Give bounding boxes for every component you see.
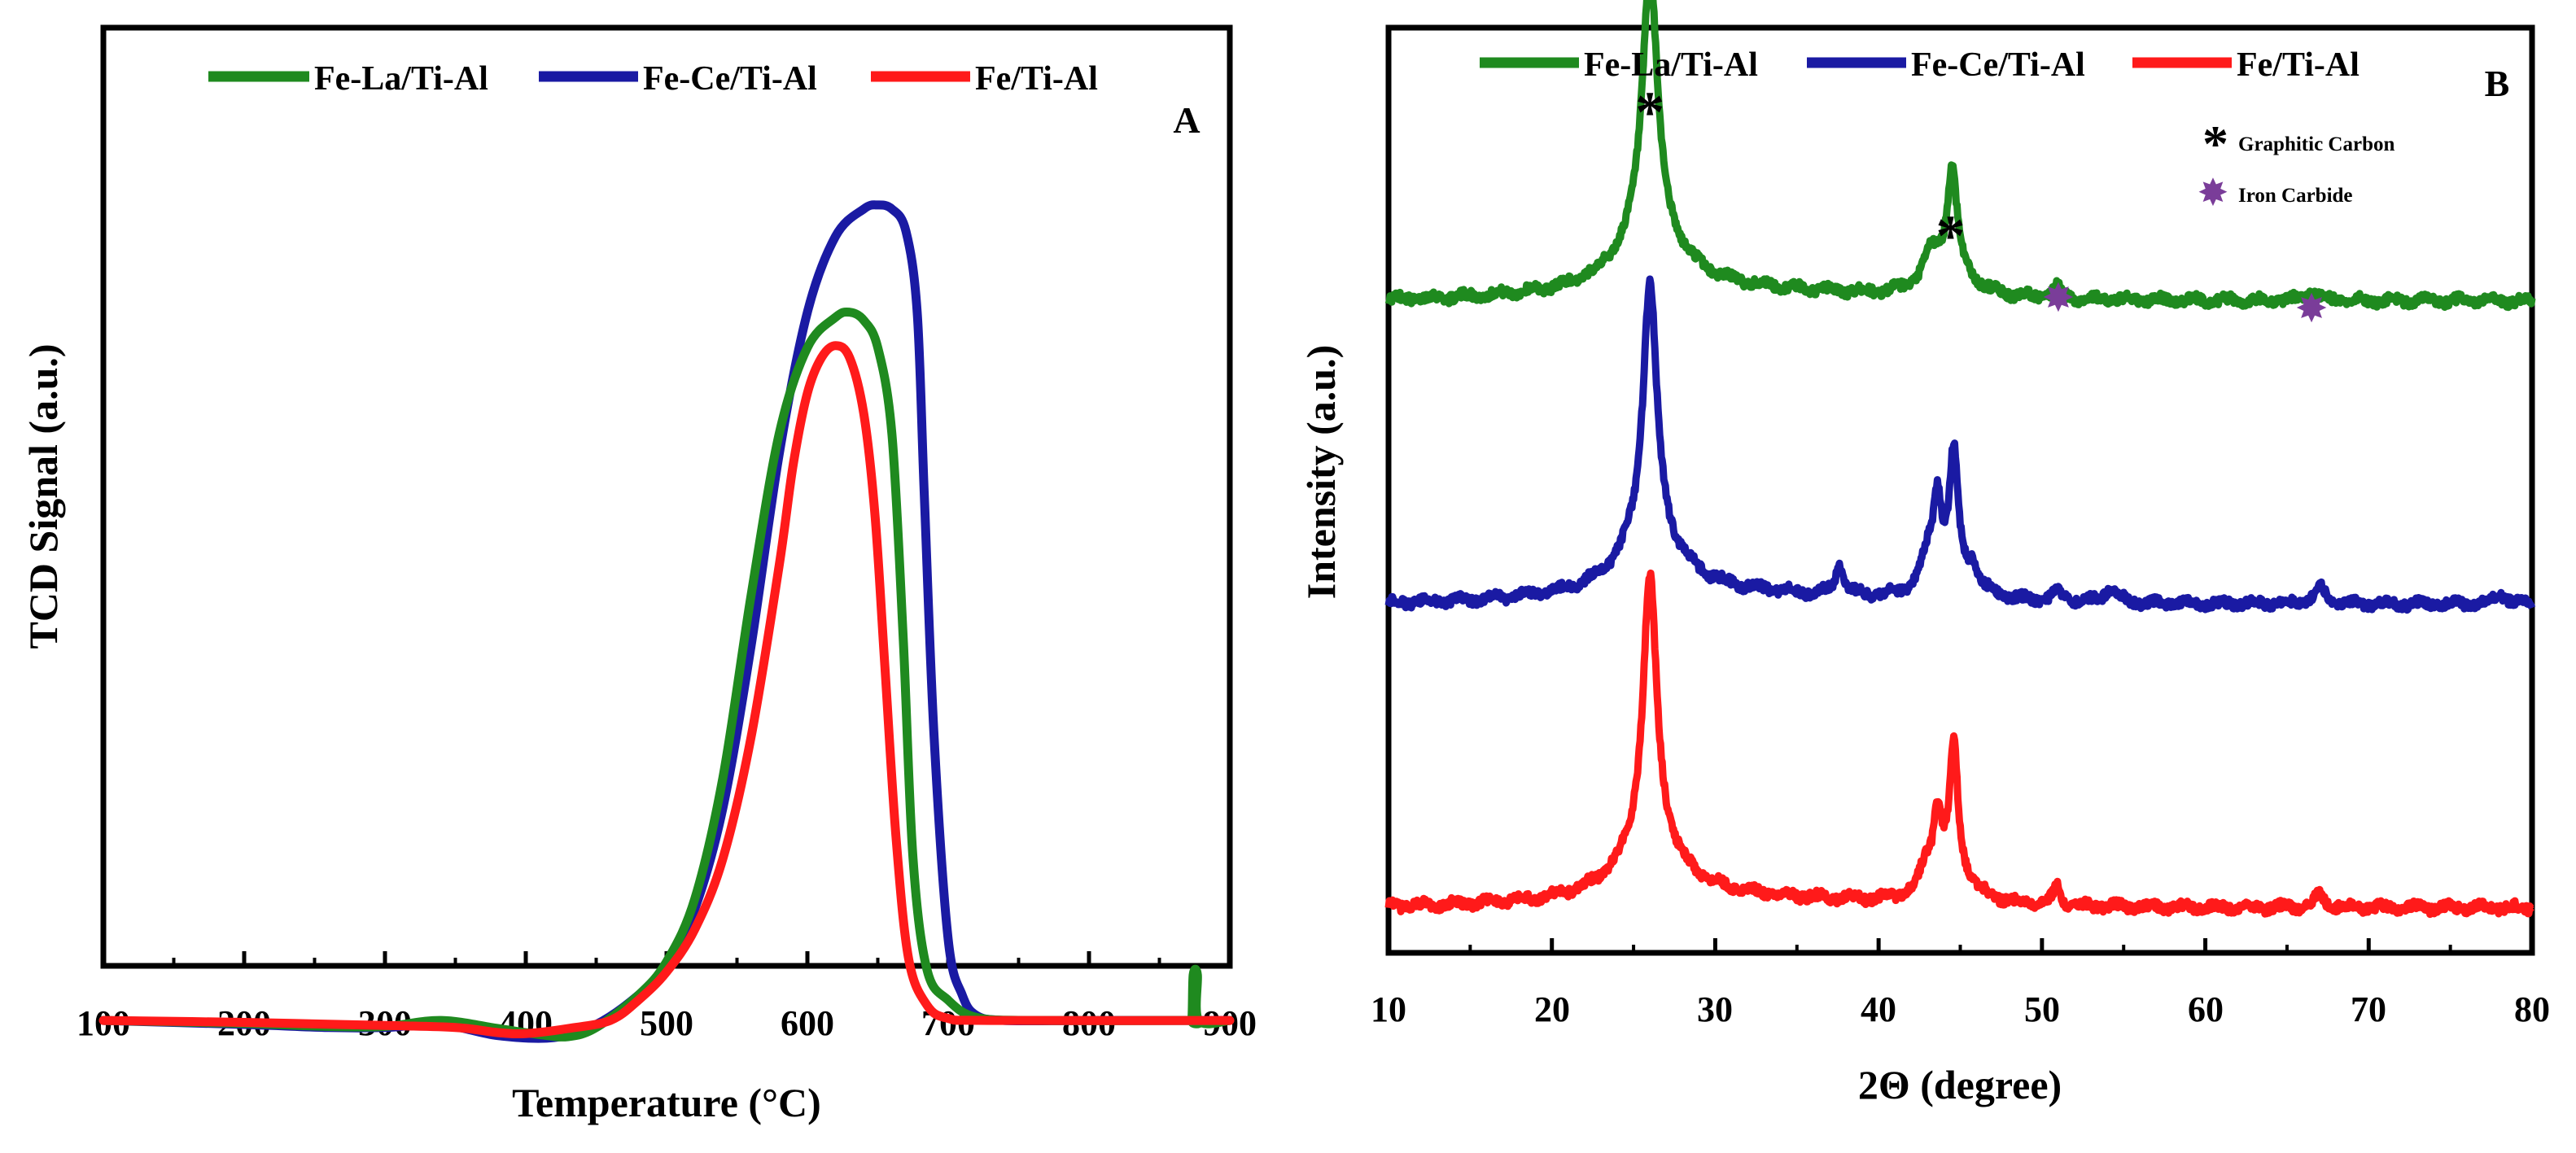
b-tick-label: 80 xyxy=(2514,989,2550,1029)
b-tick-label: 30 xyxy=(1697,989,1733,1029)
annotation-key-iron-carbide-label: Iron Carbide xyxy=(2238,185,2353,207)
b-x-axis-title: 2Θ (degree) xyxy=(1858,1062,2062,1107)
b-series-line-fe-ti-al xyxy=(1384,569,2535,919)
a-series-line-fe-la-ti-al xyxy=(98,307,1235,1042)
legend-label-fe-la: Fe-La/Ti-Al xyxy=(314,60,488,98)
panel-a-series xyxy=(98,200,1235,1043)
a-tick-label: 500 xyxy=(640,1003,693,1043)
panel-b-annotations: * Graphitic Carbon ✸ Iron Carbide **✸ ✸ xyxy=(1635,80,2394,329)
b-tick-label: 60 xyxy=(2188,989,2224,1029)
iron-carbide-mark: ✸ xyxy=(2297,289,2327,329)
b-tick-label: 40 xyxy=(1861,989,1896,1029)
panel-a-frame xyxy=(100,24,1233,969)
panel-a-legend: Fe-La/Ti-Al Fe-Ce/Ti-Al Fe/Ti-Al xyxy=(208,60,1098,98)
panel-b: 10 20 30 40 50 60 70 80 2Θ (degree) Inte… xyxy=(1298,0,2550,1107)
panel-b-legend: Fe-La/Ti-Al Fe-Ce/Ti-Al Fe/Ti-Al xyxy=(1480,46,2360,84)
a-y-axis-title: TCD Signal (a.u.) xyxy=(20,343,66,649)
b-tick-label: 20 xyxy=(1534,989,1570,1029)
panel-b-ticks xyxy=(1386,938,2534,953)
panel-b-series xyxy=(1384,0,2536,919)
a-x-axis-title: Temperature (°C) xyxy=(512,1080,821,1125)
a-series-line-fe-ti-al xyxy=(98,341,1235,1039)
panel-letter-b: B xyxy=(2485,63,2510,104)
b-series-line-fe-la-ti-al xyxy=(1384,0,2536,312)
annotation-key-iron-carbide-symbol: ✸ xyxy=(2198,175,2228,212)
legend-label-fe: Fe/Ti-Al xyxy=(975,60,1098,98)
b-tick-label: 70 xyxy=(2351,989,2386,1029)
a-tick-label: 600 xyxy=(781,1003,834,1043)
legend-label-fe-la: Fe-La/Ti-Al xyxy=(1584,46,1758,84)
panel-b-peak-marks: **✸ ✸ xyxy=(1635,80,2326,329)
legend-label-fe-ce: Fe-Ce/Ti-Al xyxy=(1911,46,2085,84)
a-series-line-fe-ce-ti-al xyxy=(98,200,1235,1043)
legend-label-fe-ce: Fe-Ce/Ti-Al xyxy=(643,60,817,98)
panel-letter-a: A xyxy=(1173,99,1200,141)
graphitic-carbon-mark: * xyxy=(1635,80,1664,145)
panel-b-tick-labels: 10 20 30 40 50 60 70 80 xyxy=(1371,989,2550,1029)
annotation-key-graphitic-carbon-symbol: * xyxy=(2202,115,2228,173)
legend-label-fe: Fe/Ti-Al xyxy=(2237,46,2360,84)
b-y-axis-title: Intensity (a.u.) xyxy=(1298,345,1344,600)
iron-carbide-mark: ✸ xyxy=(2043,278,2073,318)
panel-a: 100 200 300 400 500 600 700 800 900 Temp… xyxy=(20,24,1257,1125)
b-tick-label: 10 xyxy=(1371,989,1406,1029)
graphitic-carbon-mark: * xyxy=(1935,203,1965,269)
b-tick-label: 50 xyxy=(2024,989,2060,1029)
b-series-line-fe-ce-ti-al xyxy=(1384,275,2536,614)
annotation-key-graphitic-carbon-label: Graphitic Carbon xyxy=(2238,133,2394,155)
